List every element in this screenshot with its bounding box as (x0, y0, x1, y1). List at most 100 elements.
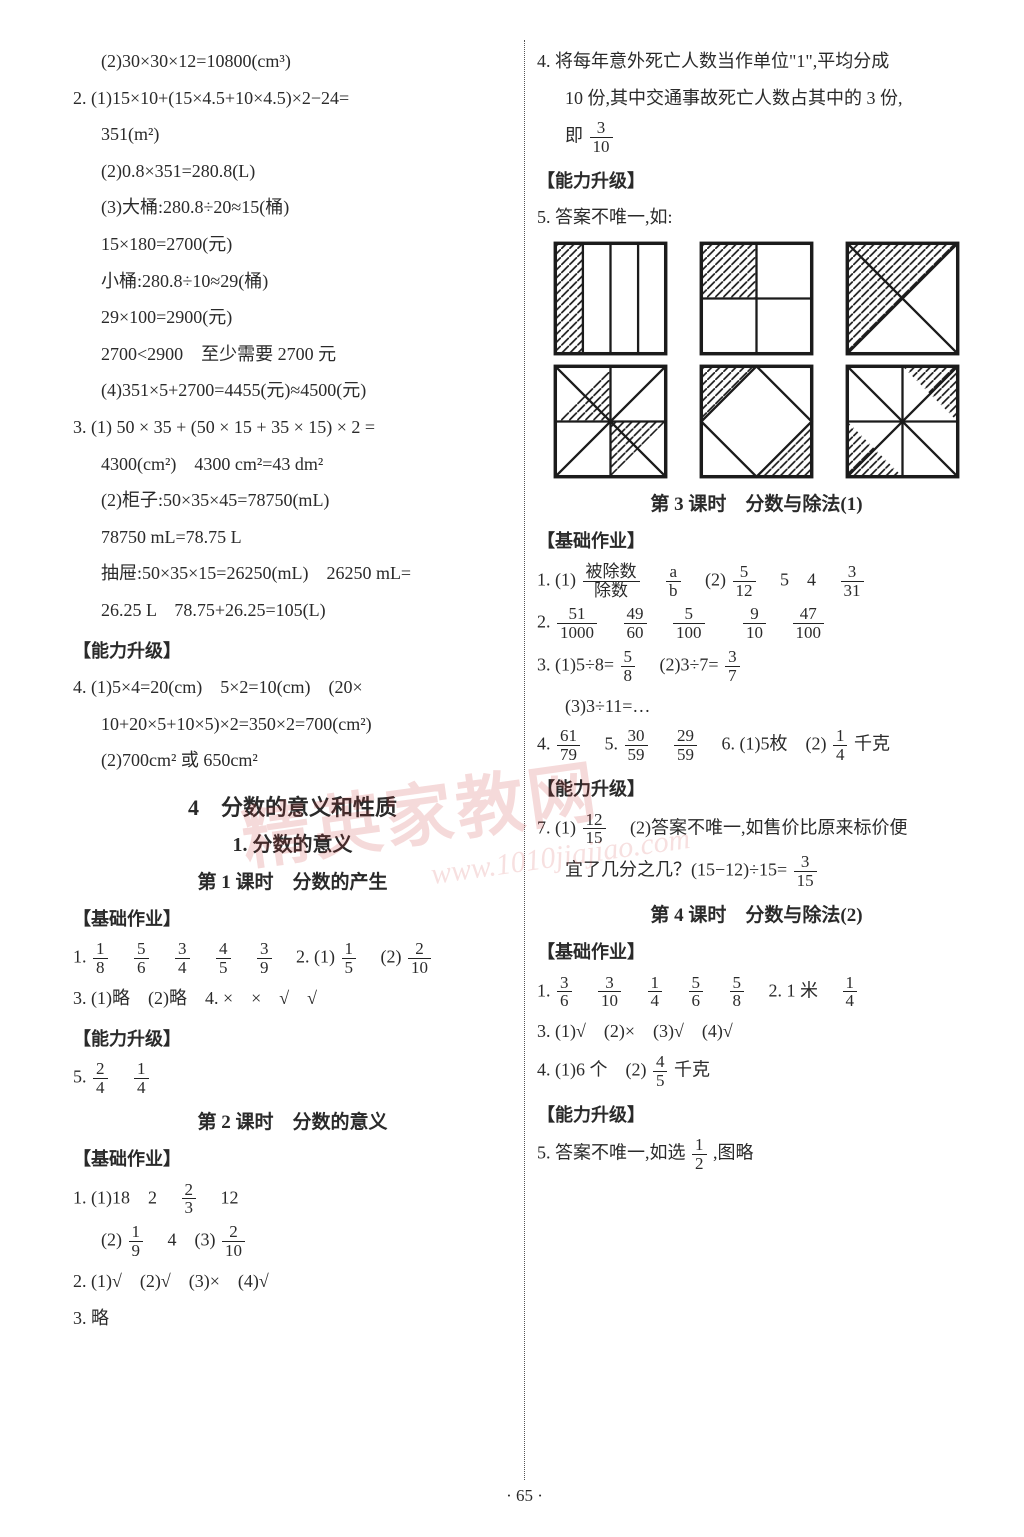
lesson-title: 第 4 课时 分数与除法(2) (537, 900, 976, 927)
lesson-title: 第 2 课时 分数的意义 (73, 1107, 512, 1134)
answer-line: 2. 511000 4960 5100 910 47100 (537, 605, 976, 642)
text-line: (2)0.8×351=280.8(L) (73, 156, 512, 187)
section-header: 【能力升级】 (537, 774, 976, 805)
text-line: 4300(cm²) 4300 cm²=43 dm² (73, 449, 512, 480)
diagram-row (537, 364, 976, 479)
fraction: 2959 (674, 727, 697, 764)
text-line: 3. (1)√ (2)× (3)√ (4)√ (537, 1016, 976, 1047)
fraction: 34 (175, 940, 190, 977)
lesson-title: 第 3 课时 分数与除法(1) (537, 489, 976, 516)
fraction: 512 (733, 563, 756, 600)
fraction: 14 (833, 727, 848, 764)
section-header: 【能力升级】 (537, 1100, 976, 1131)
diagram-row (537, 241, 976, 356)
page-number: · 65 · (65, 1486, 984, 1506)
label: 5. (73, 1067, 87, 1087)
label: (2) (705, 569, 726, 589)
label: ,图略 (713, 1143, 754, 1163)
column-divider (524, 40, 525, 1480)
fraction: 310 (590, 119, 613, 156)
answer-line: (2) 19 4 (3) 210 (73, 1223, 512, 1260)
fraction: 18 (93, 940, 108, 977)
label: (2)3÷7= (642, 655, 719, 675)
answer-line: 宜了几分之几？(15−12)÷15= 315 (537, 853, 976, 890)
fraction: 45 (653, 1053, 668, 1090)
section-header: 【能力升级】 (73, 1024, 512, 1055)
fraction: 12 (692, 1136, 707, 1173)
label: 4. (1)6 个 (2) (537, 1059, 646, 1079)
label: (2) (381, 947, 402, 967)
label: 2. (1) (296, 947, 335, 967)
text-line: 15×180=2700(元) (73, 229, 512, 260)
shaded-square-diagram (845, 241, 960, 356)
right-column: 4. 将每年意外死亡人数当作单位"1",平均分成 10 份,其中交通事故死亡人数… (529, 40, 984, 1480)
chapter-title: 4 分数的意义和性质 (73, 790, 512, 822)
fraction: 37 (725, 648, 740, 685)
label: 1. (73, 947, 87, 967)
answer-line: 3. (1)5÷8= 58 (2)3÷7= 37 (537, 648, 976, 685)
label: 1. (537, 980, 555, 1000)
label: 5. (605, 734, 623, 754)
answer-line: 1. (1) 被除数除数 ab (2) 512 5 4 331 (537, 563, 976, 600)
section-header: 【能力升级】 (537, 166, 976, 197)
fraction: 1215 (583, 811, 606, 848)
fraction: 被除数除数 (583, 563, 640, 600)
fraction: ab (666, 563, 681, 600)
label: 5. 答案不唯一,如选 (537, 1143, 686, 1163)
section-header: 【基础作业】 (73, 904, 512, 935)
label: 千克 (674, 1059, 710, 1079)
text-line: 5. 答案不唯一,如: (537, 202, 976, 233)
text-line: 10 份,其中交通事故死亡人数占其中的 3 份, (537, 83, 976, 114)
section-header: 【能力升级】 (73, 636, 512, 667)
label: (2)答案不唯一,如售价比原来标价便 (612, 817, 908, 837)
fraction: 39 (257, 940, 272, 977)
answer-line: 1. 18 56 34 45 39 2. (1) 15 (2) 210 (73, 940, 512, 977)
answer-line: 1. 36 310 14 56 58 2. 1 米 14 (537, 974, 976, 1011)
label: 2. (537, 612, 555, 632)
shaded-square-diagram (553, 364, 668, 479)
text-line: (3)大桶:280.8÷20≈15(桶) (73, 192, 512, 223)
fraction: 23 (182, 1181, 197, 1218)
answer-line: 1. (1)18 2 23 12 (73, 1181, 512, 1218)
label: 12 (203, 1187, 239, 1207)
label: 3. (1)5÷8= (537, 655, 614, 675)
text-line: (2)700cm² 或 650cm² (73, 745, 512, 776)
label: 宜了几分之几？(15−12)÷15= (565, 860, 787, 880)
section-header: 【基础作业】 (73, 1144, 512, 1175)
shaded-square-diagram (699, 364, 814, 479)
fraction: 511000 (557, 605, 597, 642)
fraction: 36 (557, 974, 572, 1011)
label: 即 (565, 126, 583, 146)
shaded-square-diagram (845, 364, 960, 479)
fraction: 24 (93, 1060, 108, 1097)
text-line: 2. (1)15×10+(15×4.5+10×4.5)×2−24= (73, 83, 512, 114)
lesson-title: 第 1 课时 分数的产生 (73, 867, 512, 894)
text-line: 10+20×5+10×5)×2=350×2=700(cm²) (73, 709, 512, 740)
fraction: 4960 (624, 605, 647, 642)
fraction: 5100 (673, 605, 705, 642)
text-line: 29×100=2900(元) (73, 302, 512, 333)
text-line: 78750 mL=78.75 L (73, 522, 512, 553)
fraction: 210 (222, 1223, 245, 1260)
section-header: 【基础作业】 (537, 526, 976, 557)
fraction: 331 (841, 563, 864, 600)
answer-line: 5. 24 14 (73, 1060, 512, 1097)
label: 2. 1 米 (769, 980, 837, 1000)
fraction: 19 (129, 1223, 144, 1260)
label: 1. (1)18 2 (73, 1187, 175, 1207)
answer-line: 即 310 (537, 119, 976, 156)
section-header: 【基础作业】 (537, 937, 976, 968)
fraction: 210 (408, 940, 431, 977)
fraction: 3059 (625, 727, 648, 764)
text-line: 3. (1)略 (2)略 4. × × √ √ (73, 983, 512, 1014)
fraction: 58 (621, 648, 636, 685)
fraction: 14 (843, 974, 858, 1011)
text-line: 2. (1)√ (2)√ (3)× (4)√ (73, 1266, 512, 1297)
shaded-square-diagram (699, 241, 814, 356)
text-line: 2700<2900 至少需要 2700 元 (73, 339, 512, 370)
fraction: 15 (342, 940, 357, 977)
fraction: 6179 (557, 727, 580, 764)
answer-line: 7. (1) 1215 (2)答案不唯一,如售价比原来标价便 (537, 811, 976, 848)
text-line: (3)3÷11=… (537, 691, 976, 722)
text-line: 351(m²) (73, 119, 512, 150)
